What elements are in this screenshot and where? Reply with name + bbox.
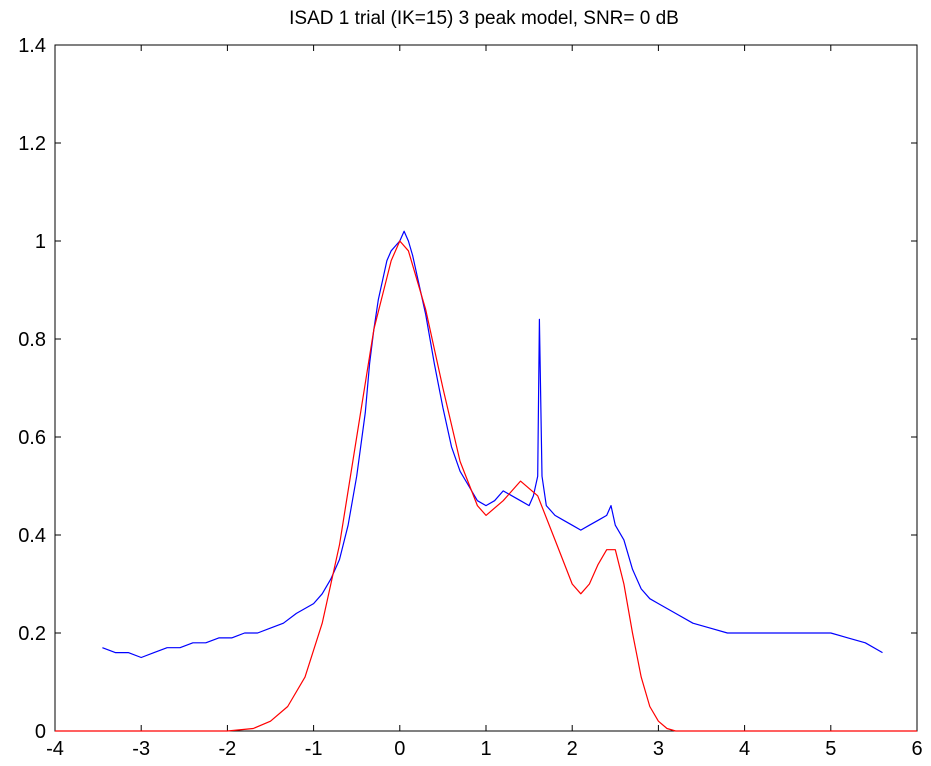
y-tick-label: 0.8 (18, 329, 46, 351)
y-tick-label: 1.2 (18, 133, 46, 155)
chart-title: ISAD 1 trial (IK=15) 3 peak model, SNR= … (289, 8, 679, 29)
y-tick-label: 0 (35, 721, 46, 743)
x-tick-label: 1 (480, 738, 491, 760)
y-tick-label: 0.4 (18, 525, 46, 547)
x-tick-label: 3 (653, 738, 664, 760)
y-tick-label: 1 (35, 231, 46, 253)
x-tick-label: -1 (305, 738, 323, 760)
x-tick-label: -3 (132, 738, 150, 760)
series-layer (55, 230, 917, 732)
x-tick-label: -4 (46, 738, 64, 760)
x-tick-label: 6 (911, 738, 922, 760)
tick-labels-layer: -4 -3 -2 -1 0 1 2 3 4 5 6 0 0.2 0.4 0.6 0.8 1 1.2 1.4 (18, 35, 922, 760)
series-line-red (55, 240, 917, 732)
y-tick-label: 0.2 (18, 623, 46, 645)
series-line-blue (102, 230, 883, 659)
y-tick-label: 0.6 (18, 427, 46, 449)
y-tick-label: 1.4 (18, 35, 46, 57)
x-tick-label: 0 (394, 738, 405, 760)
x-tick-label: 2 (567, 738, 578, 760)
x-tick-label: 4 (739, 738, 750, 760)
x-tick-label: 5 (825, 738, 836, 760)
x-tick-label: -2 (219, 738, 237, 760)
axes-frame (54, 44, 918, 732)
